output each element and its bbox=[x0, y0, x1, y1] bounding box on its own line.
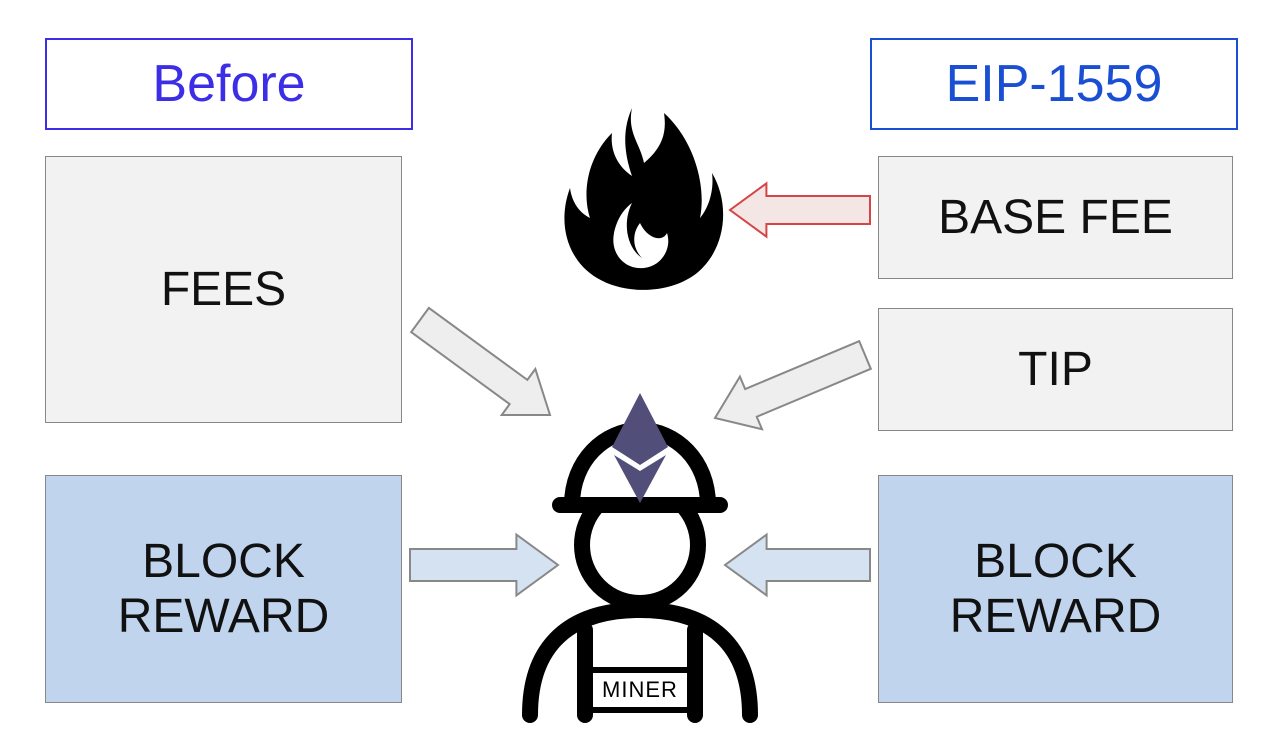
miner-label: MINER bbox=[602, 677, 678, 702]
miner-icon: MINER bbox=[490, 375, 790, 735]
fire-icon bbox=[532, 88, 732, 308]
